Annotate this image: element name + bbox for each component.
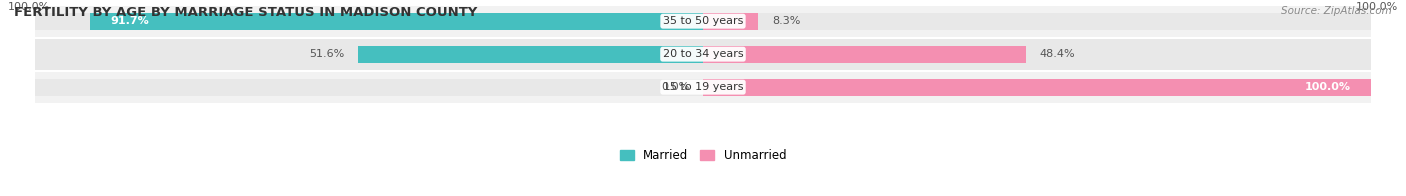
Bar: [35, 79, 703, 96]
Text: 100.0%: 100.0%: [1355, 2, 1398, 12]
Bar: [35, 6, 1371, 37]
Legend: Married, Unmarried: Married, Unmarried: [614, 144, 792, 166]
Text: 48.4%: 48.4%: [1040, 49, 1076, 59]
Bar: [703, 46, 1371, 63]
Text: 91.7%: 91.7%: [110, 16, 149, 26]
Bar: [703, 13, 1371, 30]
Text: Source: ZipAtlas.com: Source: ZipAtlas.com: [1281, 6, 1392, 16]
Text: 15 to 19 years: 15 to 19 years: [662, 82, 744, 92]
Bar: [703, 46, 1026, 63]
Bar: [35, 13, 703, 30]
Text: 100.0%: 100.0%: [1305, 82, 1351, 92]
Text: 20 to 34 years: 20 to 34 years: [662, 49, 744, 59]
Text: 8.3%: 8.3%: [772, 16, 800, 26]
Text: 100.0%: 100.0%: [8, 2, 51, 12]
Bar: [703, 79, 1371, 96]
Bar: [359, 46, 703, 63]
Bar: [35, 46, 703, 63]
Text: 0.0%: 0.0%: [661, 82, 689, 92]
Bar: [35, 39, 1371, 70]
Bar: [90, 13, 703, 30]
Text: 51.6%: 51.6%: [309, 49, 344, 59]
Bar: [35, 72, 1371, 103]
Text: 35 to 50 years: 35 to 50 years: [662, 16, 744, 26]
Text: FERTILITY BY AGE BY MARRIAGE STATUS IN MADISON COUNTY: FERTILITY BY AGE BY MARRIAGE STATUS IN M…: [14, 6, 478, 19]
Bar: [703, 13, 758, 30]
Bar: [703, 79, 1371, 96]
